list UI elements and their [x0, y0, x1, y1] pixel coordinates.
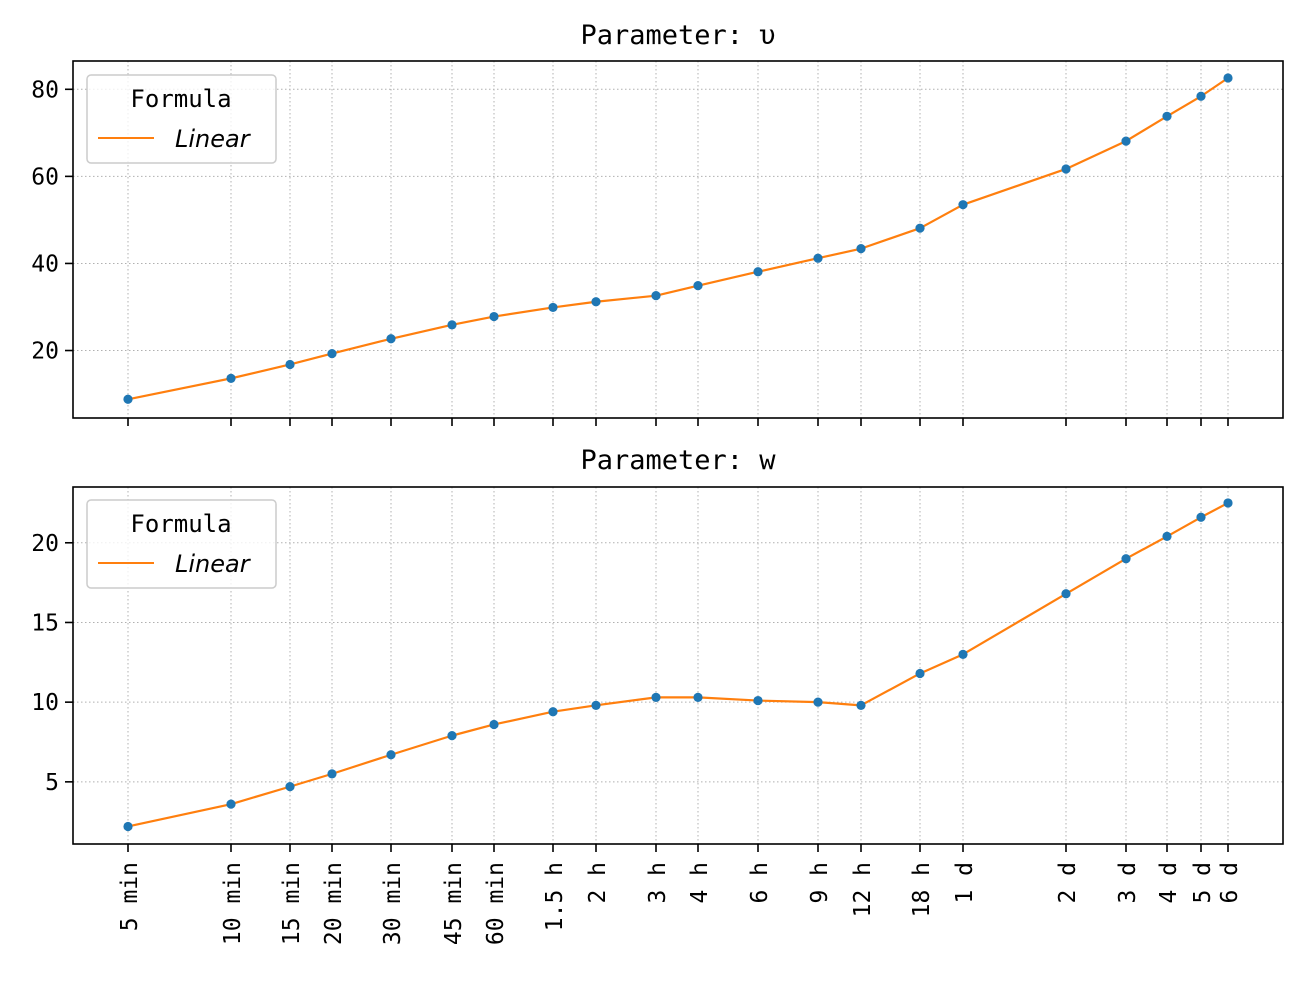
- data-point-marker: [1162, 111, 1172, 121]
- axes-frame: [72, 60, 1284, 419]
- y-tick-label: 80: [31, 77, 59, 103]
- grid-lines: [73, 61, 1283, 418]
- grid-lines: [73, 487, 1283, 844]
- data-point-marker: [1121, 554, 1131, 564]
- data-point-marker: [327, 769, 337, 779]
- x-tick-label: 3 h: [645, 862, 671, 904]
- data-point-marker: [591, 700, 601, 710]
- y-axis-ticks: 20 40 60 80: [31, 77, 73, 365]
- x-tick-label: 5 min: [117, 862, 143, 931]
- data-point-marker: [285, 782, 295, 792]
- x-tick-label: 3 d: [1115, 862, 1141, 904]
- series-group: [123, 498, 1233, 832]
- y-tick-label: 20: [31, 531, 59, 557]
- legend: Formula Linear: [86, 74, 277, 164]
- data-point-marker: [1061, 164, 1071, 174]
- y-tick-label: 15: [31, 610, 59, 636]
- subplot-title: Parameter: w: [580, 445, 776, 476]
- data-point-marker: [753, 695, 763, 706]
- y-tick-label: 10: [31, 690, 59, 716]
- data-point-marker: [958, 200, 968, 210]
- x-tick-label: 20 min: [321, 862, 347, 945]
- data-point-marker: [386, 334, 396, 344]
- data-point-marker: [1223, 73, 1233, 83]
- legend: Formula Linear: [86, 499, 277, 589]
- x-tick-label: 10 min: [220, 862, 246, 945]
- data-point-marker: [447, 320, 457, 330]
- data-point-marker: [856, 700, 866, 710]
- series-group: [123, 73, 1233, 404]
- data-point-marker: [327, 348, 337, 359]
- data-point-marker: [651, 692, 661, 702]
- x-tick-label: 12 h: [850, 862, 876, 917]
- legend-title: Formula: [130, 510, 231, 538]
- x-tick-label: 6 d: [1217, 862, 1243, 904]
- axes-frame: [72, 486, 1284, 845]
- subplot-w: Parameter: w 5 10 15 20 5 min 10 min 15 min 20…: [31, 445, 1284, 945]
- data-point-marker: [489, 311, 499, 322]
- legend-entry-label: Linear: [175, 550, 252, 578]
- data-point-marker: [958, 649, 968, 659]
- data-point-marker: [1061, 589, 1071, 599]
- data-point-marker: [386, 750, 396, 760]
- y-axis-ticks: 5 10 15 20: [31, 531, 73, 796]
- subplot-upsilon: Parameter: υ 20 40 60 80 Formula Linear: [31, 20, 1284, 426]
- y-tick-label: 40: [31, 251, 59, 277]
- legend-box: [86, 499, 277, 589]
- data-point-marker: [1223, 498, 1233, 508]
- x-tick-label: 1.5 h: [542, 862, 568, 931]
- data-point-marker: [813, 253, 823, 263]
- x-tick-label: 2 h: [585, 862, 611, 904]
- x-tick-label: 9 h: [807, 862, 833, 904]
- data-point-marker: [226, 373, 236, 383]
- data-point-marker: [813, 697, 823, 707]
- y-tick-label: 20: [31, 339, 59, 365]
- data-point-marker: [856, 244, 866, 254]
- data-point-marker: [548, 707, 558, 717]
- data-point-marker: [1121, 136, 1131, 146]
- x-tick-label: 6 h: [747, 862, 773, 904]
- x-axis-ticks: [127, 418, 1229, 426]
- data-point-marker: [693, 281, 703, 291]
- data-point-marker: [1196, 91, 1206, 101]
- y-tick-label: 60: [31, 164, 59, 190]
- data-point-marker: [123, 394, 133, 404]
- x-axis-ticks: 5 min 10 min 15 min 20 min 30 min 45 min 60 mi…: [117, 844, 1243, 945]
- data-point-marker: [915, 223, 925, 233]
- data-point-marker: [447, 731, 457, 741]
- x-tick-label: 30 min: [380, 862, 406, 945]
- data-point-marker: [1196, 512, 1206, 522]
- x-tick-label: 4 h: [687, 862, 713, 904]
- legend-entry-label: Linear: [175, 125, 252, 153]
- data-point-marker: [651, 291, 661, 301]
- x-tick-label: 60 min: [483, 862, 509, 945]
- y-tick-label: 5: [45, 770, 59, 796]
- data-point-marker: [226, 799, 236, 809]
- x-tick-label: 18 h: [909, 862, 935, 917]
- legend-box: [86, 74, 277, 164]
- subplot-title: Parameter: υ: [580, 20, 775, 51]
- data-point-marker: [489, 719, 499, 730]
- x-tick-label: 45 min: [441, 862, 467, 945]
- data-point-marker: [753, 267, 763, 277]
- x-tick-label: 4 d: [1156, 862, 1182, 904]
- data-point-marker: [591, 297, 601, 307]
- x-tick-label: 2 d: [1055, 862, 1081, 904]
- x-tick-label: 5 d: [1190, 862, 1216, 904]
- x-tick-label: 15 min: [279, 862, 305, 945]
- data-point-marker: [285, 359, 295, 370]
- legend-title: Formula: [130, 85, 231, 113]
- x-tick-label: 1 d: [952, 862, 978, 904]
- data-point-marker: [693, 692, 703, 702]
- data-point-marker: [915, 668, 925, 679]
- data-point-marker: [1162, 531, 1172, 542]
- data-point-marker: [548, 302, 558, 313]
- data-point-marker: [123, 821, 133, 832]
